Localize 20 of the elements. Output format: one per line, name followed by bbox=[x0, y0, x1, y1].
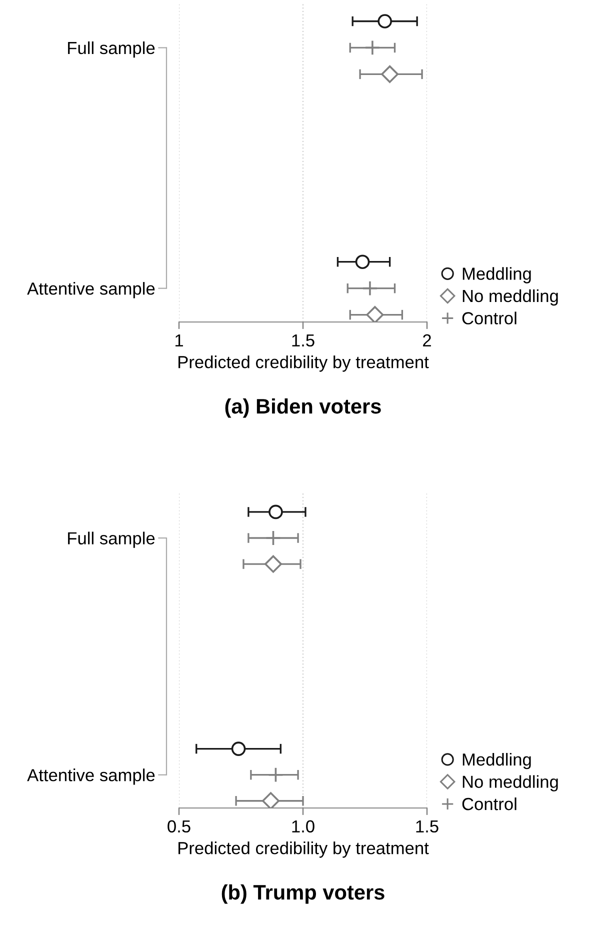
legend-label: No meddling bbox=[462, 289, 558, 306]
text: (b) Trump voters bbox=[222, 884, 384, 904]
x-axis-title: Predicted credibility by treatment bbox=[178, 356, 429, 372]
x-tick-label: 1.5 bbox=[416, 820, 438, 833]
x-tick-label: 1 bbox=[175, 334, 183, 346]
x-tick-label: 0.5 bbox=[168, 820, 190, 833]
legend-label: No meddling bbox=[462, 775, 558, 792]
y-tick-label: Attentive sample bbox=[27, 282, 155, 298]
x-tick-label: 2 bbox=[423, 334, 431, 346]
y-tick-label: Full sample bbox=[68, 41, 155, 58]
legend-label: Meddling bbox=[462, 267, 531, 284]
x-tick-label: 1.0 bbox=[292, 820, 314, 833]
legend-label: Control bbox=[462, 797, 516, 810]
legend-label: Control bbox=[462, 312, 516, 324]
x-axis-title: Predicted credibility by treatment bbox=[178, 842, 429, 858]
x-tick-label: 1.5 bbox=[292, 334, 314, 347]
text: (a) Biden voters bbox=[225, 398, 381, 418]
y-tick-label: Full sample bbox=[68, 532, 155, 548]
y-tick-label: Attentive sample bbox=[27, 768, 155, 785]
legend-label: Meddling bbox=[462, 752, 531, 770]
